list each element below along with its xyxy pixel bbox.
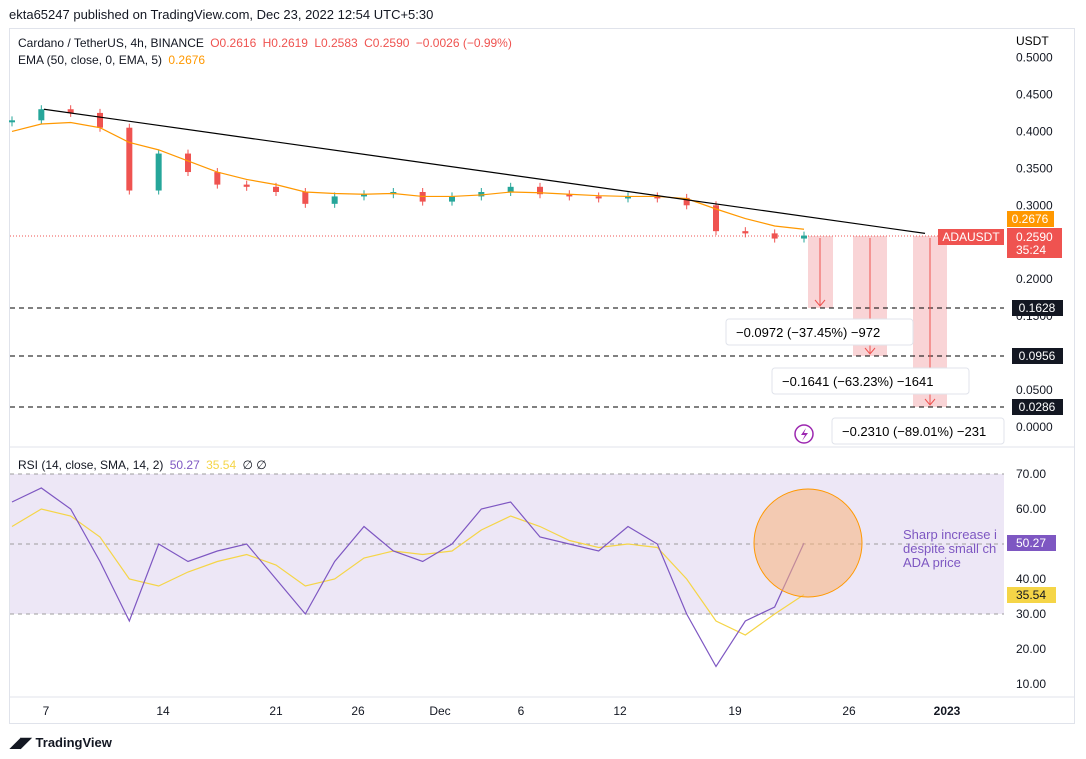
main-legend: Cardano / TetherUS, 4h, BINANCE O0.2616 …	[18, 36, 515, 50]
ema-label[interactable]: EMA (50, close, 0, EMA, 5)	[18, 53, 163, 67]
tradingview-logo[interactable]: ◢◤ TradingView	[10, 734, 112, 751]
symbol-label[interactable]: Cardano / TetherUS, 4h, BINANCE	[18, 36, 204, 50]
published-by-header: ekta65247 published on TradingView.com, …	[9, 7, 434, 22]
ema-value: 0.2676	[168, 53, 206, 67]
rsi-value: 50.27	[169, 458, 200, 472]
open-value: O0.2616	[210, 36, 257, 50]
rsi-label[interactable]: RSI (14, close, SMA, 14, 2)	[18, 458, 164, 472]
ema-legend: EMA (50, close, 0, EMA, 5) 0.2676	[18, 53, 208, 67]
change-value: −0.0026 (−0.99%)	[415, 36, 512, 50]
high-value: H0.2619	[262, 36, 308, 50]
rsi-extra: ∅ ∅	[242, 458, 267, 472]
tv-logo-icon: ◢◤	[10, 734, 32, 750]
rsi-sma-value: 35.54	[206, 458, 237, 472]
rsi-legend: RSI (14, close, SMA, 14, 2) 50.27 35.54 …	[18, 458, 270, 472]
chart-frame	[9, 28, 1075, 724]
low-value: L0.2583	[314, 36, 358, 50]
tv-logo-text: TradingView	[35, 735, 112, 750]
close-value: C0.2590	[364, 36, 410, 50]
